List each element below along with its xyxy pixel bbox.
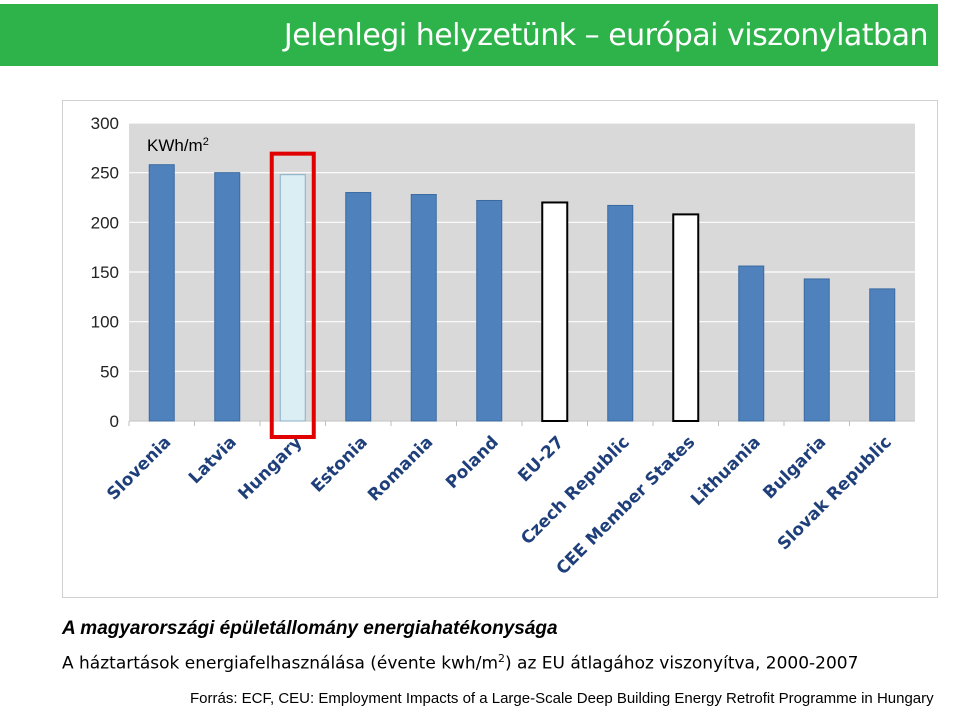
caption-description: A háztartások energiafelhasználása (éven… <box>62 652 858 674</box>
bar <box>476 199 503 422</box>
bar-chart: 0 50 100 150 200 250 300 KWh/m2 Slovenia LatviaHu… <box>91 114 915 579</box>
x-tick-label: Latvia <box>185 432 241 488</box>
x-tick-label: Estonia <box>307 432 371 496</box>
y-tick-label: 200 <box>91 213 119 232</box>
caption-title: A magyarországi épületállomány energiaha… <box>62 618 558 639</box>
y-tick-label: 150 <box>91 263 119 282</box>
source-note: Forrás: ECF, CEU: Employment Impacts of … <box>190 690 934 707</box>
bar <box>279 174 306 422</box>
x-tick-label: Hungary <box>234 432 306 504</box>
bar <box>738 265 765 422</box>
bar <box>214 172 241 422</box>
y-tick-label: 0 <box>110 412 119 431</box>
bar <box>607 204 634 422</box>
bar <box>672 213 700 422</box>
bar <box>148 164 175 422</box>
y-tick-label: 100 <box>91 313 119 332</box>
x-tick-label: Lithuania <box>687 432 765 510</box>
bar <box>345 192 372 422</box>
page-title: Jelenlegi helyzetünk – európai viszonyla… <box>283 18 929 53</box>
bar <box>869 288 896 422</box>
highlight-box <box>269 151 316 440</box>
x-tick-label: EU-27 <box>514 432 568 486</box>
title-bar: Jelenlegi helyzetünk – európai viszonyla… <box>0 4 938 66</box>
caption-desc-after: ) az EU átlagához viszonyítva, 2000-2007 <box>505 653 859 674</box>
x-tick-label: Romania <box>364 432 437 505</box>
x-tick-label: Slovenia <box>103 432 175 504</box>
y-tick-label: 250 <box>91 164 119 183</box>
chart-frame: 0 50 100 150 200 250 300 KWh/m2 Slovenia Latvia Hu… <box>62 100 938 598</box>
x-tick-label: Czech Republic <box>517 432 634 549</box>
caption-desc-sup: 2 <box>498 652 505 665</box>
x-tick-label: Bulgaria <box>759 432 830 503</box>
bar <box>410 194 437 422</box>
y-tick-label: 50 <box>100 362 119 381</box>
x-tick-label: Slovak Republic <box>774 432 896 554</box>
x-tick-label: Poland <box>442 432 503 493</box>
caption-desc-before: A háztartások energiafelhasználása (éven… <box>62 653 498 674</box>
bar <box>803 278 830 422</box>
y-unit-label: KWh/m2 <box>147 136 209 155</box>
bar <box>541 201 569 423</box>
x-tick-label: CEE Member States <box>553 432 700 579</box>
y-tick-label: 300 <box>91 114 119 133</box>
